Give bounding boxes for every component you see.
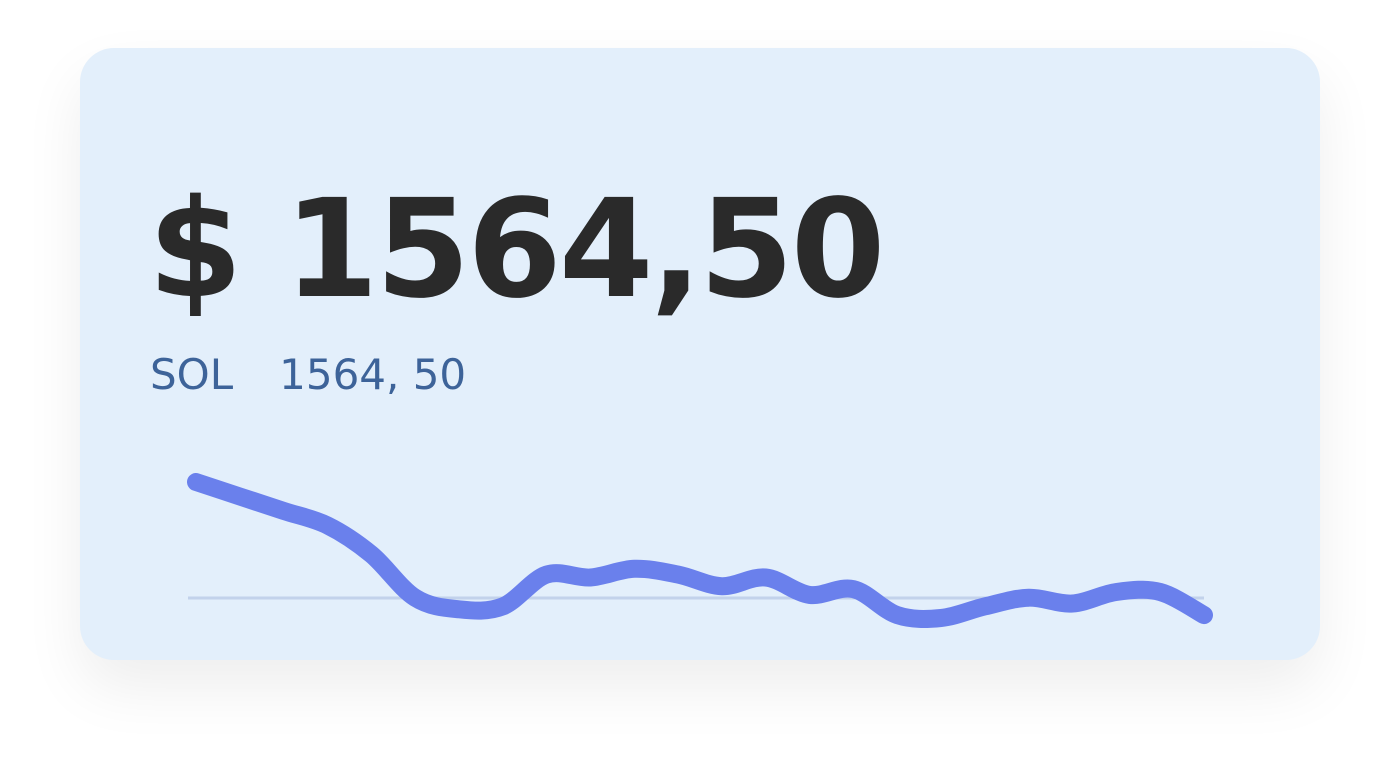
series-line (187, 473, 1213, 628)
sol-amount: 1564, 50 (279, 350, 467, 399)
price-value: $ 1564,50 (148, 171, 885, 329)
sol-balance: SOL 1564, 50 (150, 354, 466, 396)
price-sparkline (187, 473, 1213, 628)
balance-card: $ 1564,50 SOL 1564, 50 (80, 48, 1320, 660)
currency-label: SOL (150, 350, 234, 399)
